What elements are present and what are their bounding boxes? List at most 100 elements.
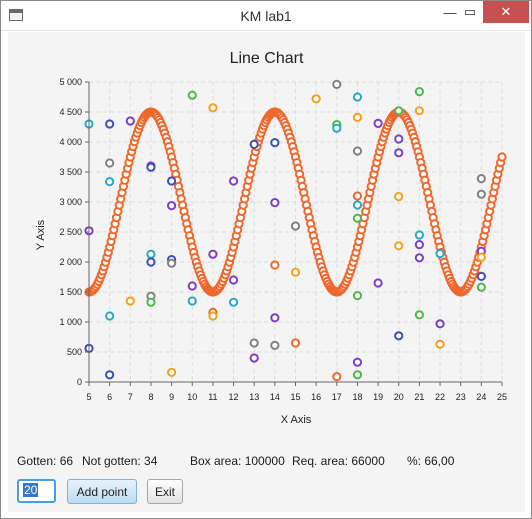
scatter-point: [414, 106, 424, 116]
scatter-point: [394, 148, 404, 158]
scatter-point: [373, 278, 383, 288]
add-point-button[interactable]: Add point: [67, 479, 137, 504]
scatter-point: [146, 297, 156, 307]
minimize-button[interactable]: —: [443, 4, 457, 20]
scatter-point: [352, 370, 363, 380]
curve-point: [497, 152, 507, 162]
percent-value: %: 66,00: [407, 454, 455, 468]
y-tick-label: 3 000: [59, 197, 82, 207]
x-tick-label: 7: [128, 392, 133, 402]
scatter-point: [352, 200, 363, 210]
scatter-point: [373, 118, 383, 129]
x-tick-label: 17: [332, 392, 342, 402]
scatter-point: [394, 241, 404, 251]
chart-grid: [89, 81, 503, 382]
scatter-point: [125, 296, 135, 306]
scatter-point: [414, 230, 424, 240]
title-bar[interactable]: KM lab1 — ▭ ✕: [1, 1, 531, 31]
y-tick-label: 2 500: [59, 227, 82, 237]
curve-series: [84, 107, 507, 297]
scatter-point: [105, 370, 115, 380]
scatter-point: [476, 252, 486, 262]
scatter-point: [125, 116, 135, 126]
exit-button[interactable]: Exit: [147, 479, 183, 504]
x-tick-label: 20: [394, 392, 404, 402]
x-tick-label: 5: [86, 392, 91, 402]
not-gotten-count: Not gotten: 34: [82, 454, 158, 468]
scatter-point: [476, 271, 486, 281]
scatter-point: [352, 112, 363, 123]
scatter-point: [249, 139, 259, 150]
scatter-point: [146, 257, 156, 267]
x-tick-label: 12: [229, 392, 239, 402]
scatter-point: [394, 106, 404, 116]
x-tick-label: 19: [373, 392, 383, 402]
x-tick-label: 13: [249, 392, 259, 402]
x-tick-label: 18: [352, 392, 362, 402]
chart-axes: 5 6 7 8 9 10 11 12 13 14 15 16 17 18 19 20 21 22 23 24 25 0 50…: [59, 77, 507, 402]
x-tick-label: 16: [311, 392, 321, 402]
scatter-point: [435, 249, 445, 259]
y-tick-label: 2 000: [59, 257, 82, 267]
close-button[interactable]: ✕: [483, 1, 529, 23]
app-window-icon: [9, 9, 23, 21]
y-tick-label: 5 000: [59, 77, 82, 87]
scatter-point: [414, 310, 424, 320]
scatter-point: [476, 282, 486, 292]
scatter-point: [352, 191, 363, 201]
x-tick-label: 14: [270, 392, 280, 402]
scatter-point: [290, 338, 301, 348]
x-tick-label: 23: [456, 392, 466, 402]
scatter-point: [394, 331, 404, 341]
line-chart: 5 6 7 8 9 10 11 12 13 14 15 16 17 18 19 20 21 22 23 24 25 0 50…: [35, 77, 507, 426]
window-title: KM lab1: [240, 8, 292, 24]
y-tick-label: 1 500: [59, 287, 82, 297]
scatter-point: [146, 249, 156, 259]
scatter-point: [476, 189, 486, 199]
scatter-point: [290, 267, 301, 277]
x-axis-label: X Axis: [281, 414, 312, 426]
scatter-point: [311, 94, 321, 104]
scatter-point: [352, 92, 363, 102]
scatter-point: [270, 138, 280, 148]
scatter-point: [146, 162, 156, 172]
scatter-series: [84, 79, 486, 382]
scatter-point: [208, 249, 218, 259]
scatter-point: [332, 372, 342, 382]
scatter-point: [270, 340, 280, 350]
scatter-point: [394, 134, 404, 144]
scatter-point: [270, 198, 280, 208]
scatter-point: [187, 90, 197, 100]
scatter-point: [228, 275, 239, 285]
y-tick-label: 3 500: [59, 167, 82, 177]
chart-title: Line Chart: [229, 50, 304, 67]
x-tick-label: 25: [497, 392, 507, 402]
scatter-point: [187, 296, 197, 306]
x-tick-label: 9: [169, 392, 174, 402]
scatter-point: [352, 213, 363, 223]
y-tick-label: 1 000: [59, 317, 82, 327]
scatter-point: [270, 260, 280, 270]
x-tick-label: 8: [148, 392, 153, 402]
scatter-point: [435, 319, 445, 329]
y-tick-label: 500: [67, 347, 82, 357]
maximize-button[interactable]: ▭: [463, 4, 477, 19]
scatter-point: [208, 103, 218, 113]
scatter-point: [290, 221, 301, 231]
scatter-point: [105, 158, 115, 168]
scatter-point: [414, 240, 424, 250]
gotten-count: Gotten: 66: [17, 454, 74, 468]
scatter-point: [270, 313, 280, 323]
scatter-point: [105, 119, 115, 129]
scatter-point: [187, 281, 197, 291]
scatter-point: [394, 192, 404, 202]
x-tick-label: 22: [435, 392, 445, 402]
y-axis-label: Y Axis: [35, 219, 47, 250]
point-count-input[interactable]: 20: [17, 479, 56, 503]
scatter-point: [167, 367, 177, 377]
scatter-point: [167, 201, 177, 211]
scatter-point: [208, 311, 218, 321]
scatter-point: [228, 176, 239, 186]
scatter-point: [167, 258, 177, 268]
scatter-point: [435, 339, 445, 349]
